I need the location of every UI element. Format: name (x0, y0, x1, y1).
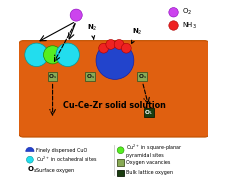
Circle shape (56, 43, 79, 67)
Circle shape (121, 43, 131, 53)
Text: O$_L$: O$_L$ (144, 108, 153, 117)
Text: O$_s$: O$_s$ (85, 72, 94, 81)
Circle shape (43, 46, 61, 64)
Circle shape (26, 156, 33, 163)
Text: N$_2$: N$_2$ (131, 27, 142, 43)
Bar (117, 159, 123, 166)
Circle shape (96, 42, 133, 79)
Circle shape (25, 43, 48, 67)
Text: O$_s$: O$_s$ (27, 165, 37, 175)
Circle shape (105, 40, 115, 49)
Text: Surface oxygen: Surface oxygen (35, 168, 73, 173)
Circle shape (98, 43, 108, 53)
Text: O$_s$: O$_s$ (137, 72, 146, 81)
FancyBboxPatch shape (18, 41, 209, 137)
Bar (47, 72, 57, 81)
Bar (85, 72, 95, 81)
Bar (143, 108, 153, 117)
Text: O$_s$: O$_s$ (48, 72, 57, 81)
Bar (117, 170, 123, 176)
Text: O$_2$: O$_2$ (181, 7, 191, 17)
Circle shape (117, 147, 123, 154)
Wedge shape (26, 147, 34, 152)
Text: Cu-Ce-Zr solid solution: Cu-Ce-Zr solid solution (62, 101, 165, 110)
Circle shape (114, 40, 123, 49)
Text: Finely dispersed CuO: Finely dispersed CuO (35, 148, 86, 153)
Text: NH$_3$: NH$_3$ (181, 20, 196, 31)
Text: Cu$^{2+}$ in octahedral sites: Cu$^{2+}$ in octahedral sites (35, 155, 96, 164)
Text: Cu$^{2+}$ in square-planar
pyramidal sites: Cu$^{2+}$ in square-planar pyramidal sit… (126, 142, 182, 158)
Bar (137, 72, 147, 81)
Text: Oxygen vacancies: Oxygen vacancies (126, 160, 170, 165)
Circle shape (168, 21, 178, 30)
Text: N$_2$: N$_2$ (86, 23, 97, 39)
Text: Bulk lattice oxygen: Bulk lattice oxygen (126, 170, 173, 175)
Circle shape (70, 9, 82, 21)
Circle shape (168, 8, 178, 17)
